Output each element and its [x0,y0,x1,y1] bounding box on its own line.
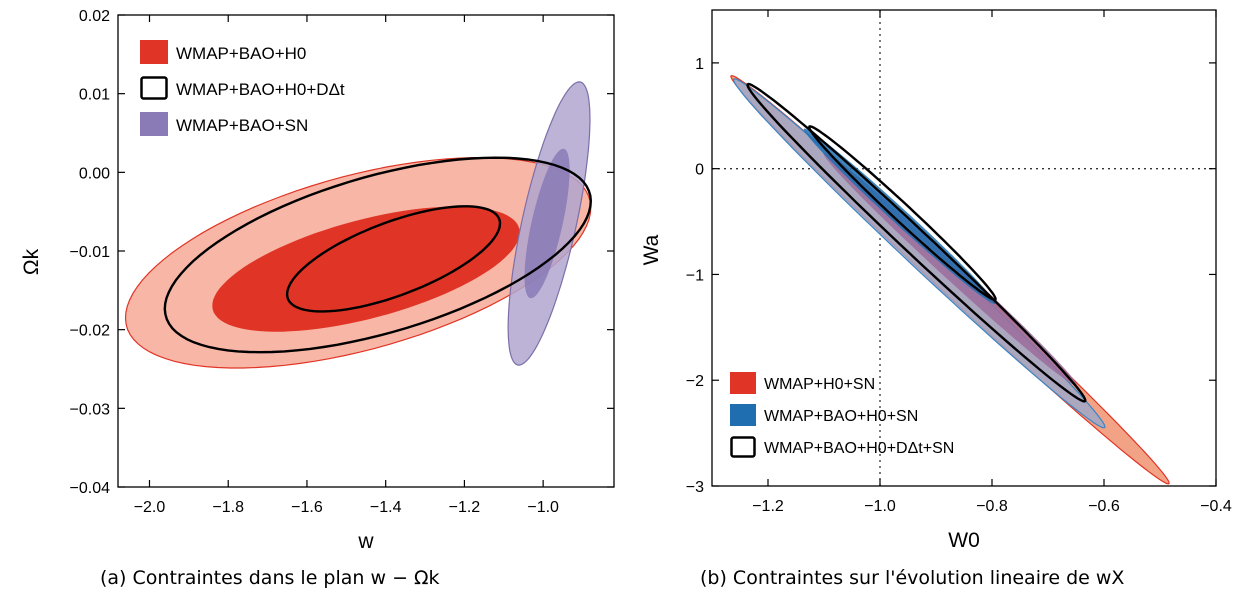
legend-label: WMAP+BAO+H0+DΔt [176,80,345,99]
contour-wmap-bao-sn-68pct [524,148,570,299]
legend-label: WMAP+BAO+SN [176,116,308,135]
panel-a-chart: −2.0 −1.8 −1.6 −1.4 −1.2 −1.0 0.02 0.01 0.00 −0.0… [20,8,615,589]
contour-wmap-bao-h0-sn-68pct [803,128,996,305]
panel-a-ylabel-text: Ωk [20,248,43,275]
panel-b-caption: (b) Contraintes sur l'évolution lineaire… [700,567,1124,589]
contour-wmap-bao-h0-d-t-68pct [285,205,502,313]
x-tick-label: −1.2 [449,499,481,516]
panel-b-xlabel: W0 [948,529,980,552]
y-tick-label: −0.03 [70,401,111,418]
panel-a-plot-area [124,81,593,369]
y-tick-label: −1 [686,267,704,284]
legend-swatch [140,112,168,136]
panel-b-plot-area [712,10,1216,486]
contour-wmap-bao-h0-d-t-sn-95pct [746,82,1087,403]
y-tick-label: 1 [695,56,704,73]
y-tick-label: −3 [686,479,704,496]
y-tick-label: 0.00 [79,165,110,182]
y-tick-label: 0.01 [79,87,110,104]
y-tick-label: −0.04 [70,480,111,497]
contour-wmap-bao-h0-d-t-95pct [163,156,593,354]
x-tick-label: −0.8 [976,498,1008,515]
panel-b-frame [711,9,1217,487]
legend-swatch [730,372,756,394]
y-tick-label: 0 [695,162,704,179]
panel-b-legend: WMAP+H0+SN WMAP+BAO+H0+SN WMAP+BAO+H0+DΔt+… [730,372,954,458]
legend-label: WMAP+BAO+H0+DΔt+SN [764,440,954,457]
legend-swatch [730,404,756,426]
panel-a-xlabel: w [357,530,374,553]
x-tick-label: −2.0 [134,499,166,516]
panel-b-ylabel: Wa [640,234,663,265]
panel-b-chart: −1.2 −1.0 −0.8 −0.6 −0.4 1 0 −1 −2 −3 W0 Wa WMAP+… [640,9,1232,589]
panel-a-ylabel: Ωk [20,248,43,275]
y-tick-label: −2 [686,373,704,390]
x-tick-label: −1.2 [752,498,784,515]
y-tick-label: −0.01 [70,244,111,261]
legend-swatch [730,436,756,458]
x-tick-label: −0.4 [1200,498,1232,515]
x-tick-label: −1.8 [212,499,244,516]
x-tick-label: −1.0 [527,499,559,516]
legend-label: WMAP+BAO+H0 [176,44,306,63]
legend-label: WMAP+BAO+H0+SN [764,408,918,425]
x-tick-label: −1.0 [864,498,896,515]
panel-a-caption: (a) Contraintes dans le plan w − Ωk [100,567,440,589]
panel-b-ticks: −1.2 −1.0 −0.8 −0.6 −0.4 1 0 −1 −2 −3 [686,10,1232,515]
legend-label: WMAP+H0+SN [764,376,875,393]
contour-wmap-bao-h0-d-t-sn-68pct [807,125,997,302]
panel-a-legend: WMAP+BAO+H0 WMAP+BAO+H0+DΔt WMAP+BAO+SN [140,40,345,136]
x-tick-label: −1.4 [370,499,402,516]
y-tick-label: −0.02 [70,323,111,340]
y-tick-label: 0.02 [79,8,110,25]
legend-swatch [140,40,168,64]
x-tick-label: −0.6 [1088,498,1120,515]
x-tick-label: −1.6 [291,499,323,516]
panel-a-ticks: −2.0 −1.8 −1.6 −1.4 −1.2 −1.0 0.02 0.01 0.00 −0.0… [70,8,614,516]
legend-swatch [140,76,168,100]
